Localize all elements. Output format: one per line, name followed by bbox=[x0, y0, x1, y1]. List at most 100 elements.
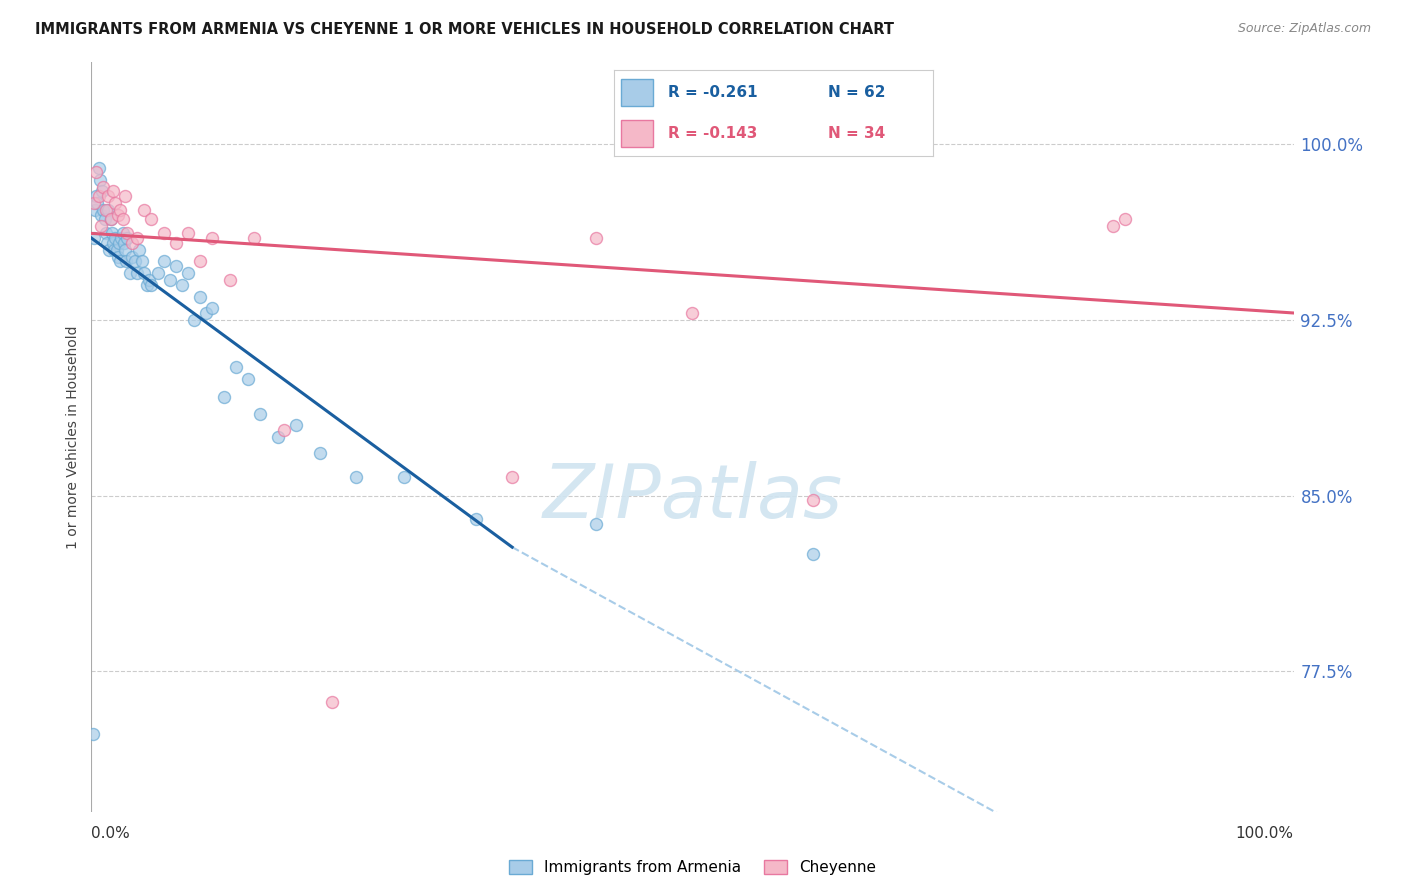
Point bbox=[107, 208, 129, 222]
Point bbox=[94, 202, 117, 217]
Point bbox=[94, 227, 117, 241]
Point bbox=[93, 179, 115, 194]
Point bbox=[138, 273, 160, 287]
Point bbox=[134, 202, 156, 217]
Point bbox=[101, 184, 124, 198]
Point bbox=[681, 306, 703, 320]
Text: ZIPatlas: ZIPatlas bbox=[543, 461, 842, 533]
Point bbox=[194, 306, 217, 320]
Point bbox=[87, 189, 110, 203]
Text: IMMIGRANTS FROM ARMENIA VS CHEYENNE 1 OR MORE VEHICLES IN HOUSEHOLD CORRELATION : IMMIGRANTS FROM ARMENIA VS CHEYENNE 1 OR… bbox=[35, 22, 894, 37]
Point bbox=[105, 243, 128, 257]
Point bbox=[82, 727, 104, 741]
Point bbox=[392, 470, 415, 484]
Point bbox=[93, 212, 115, 227]
Point bbox=[83, 231, 105, 245]
Point bbox=[83, 195, 105, 210]
Point bbox=[125, 231, 148, 245]
Point bbox=[165, 235, 187, 250]
Point bbox=[103, 243, 125, 257]
Point bbox=[501, 470, 523, 484]
Point bbox=[115, 254, 138, 268]
Point bbox=[100, 212, 122, 227]
Legend: Immigrants from Armenia, Cheyenne: Immigrants from Armenia, Cheyenne bbox=[509, 860, 876, 875]
Point bbox=[90, 208, 112, 222]
Point bbox=[131, 254, 153, 268]
Point bbox=[1102, 219, 1125, 234]
Point bbox=[308, 446, 330, 460]
Point bbox=[93, 202, 115, 217]
Point bbox=[135, 277, 157, 292]
Point bbox=[98, 243, 121, 257]
Point bbox=[249, 407, 271, 421]
Point bbox=[585, 516, 607, 531]
Point bbox=[110, 202, 132, 217]
Point bbox=[84, 165, 107, 179]
Point bbox=[110, 231, 132, 245]
Point bbox=[101, 227, 124, 241]
Y-axis label: 1 or more Vehicles in Household: 1 or more Vehicles in Household bbox=[66, 326, 80, 549]
Point bbox=[188, 289, 211, 303]
Point bbox=[176, 266, 198, 280]
Point bbox=[84, 189, 107, 203]
Point bbox=[112, 235, 135, 250]
Point bbox=[90, 219, 112, 234]
Point bbox=[801, 493, 824, 508]
Point bbox=[124, 254, 146, 268]
Point bbox=[91, 184, 114, 198]
Text: 0.0%: 0.0% bbox=[91, 826, 131, 841]
Point bbox=[284, 418, 307, 433]
Point bbox=[110, 254, 132, 268]
Point bbox=[117, 231, 139, 245]
Point bbox=[117, 227, 139, 241]
Point bbox=[97, 189, 120, 203]
Point bbox=[111, 212, 134, 227]
Point bbox=[188, 254, 211, 268]
Point bbox=[201, 301, 224, 316]
Point bbox=[159, 273, 181, 287]
Point bbox=[165, 259, 187, 273]
Point bbox=[87, 161, 110, 175]
Point bbox=[183, 313, 205, 327]
Point bbox=[104, 231, 127, 245]
Point bbox=[84, 202, 107, 217]
Point bbox=[585, 231, 607, 245]
Point bbox=[141, 212, 163, 227]
Point bbox=[107, 250, 129, 264]
Point bbox=[101, 235, 124, 250]
Point bbox=[86, 195, 108, 210]
Text: Source: ZipAtlas.com: Source: ZipAtlas.com bbox=[1237, 22, 1371, 36]
Point bbox=[176, 227, 198, 241]
Point bbox=[118, 266, 141, 280]
Point bbox=[236, 371, 259, 385]
Point bbox=[465, 512, 488, 526]
Point bbox=[121, 235, 143, 250]
Point bbox=[121, 250, 143, 264]
Point bbox=[801, 547, 824, 561]
Point bbox=[201, 231, 224, 245]
Point bbox=[104, 195, 127, 210]
Point bbox=[128, 243, 150, 257]
Point bbox=[111, 227, 134, 241]
Point bbox=[141, 277, 163, 292]
Point bbox=[152, 254, 174, 268]
Point bbox=[89, 172, 111, 186]
Point bbox=[321, 695, 343, 709]
Text: 100.0%: 100.0% bbox=[1236, 826, 1294, 841]
Point bbox=[1114, 212, 1136, 227]
Point bbox=[267, 430, 290, 444]
Point bbox=[273, 423, 295, 437]
Point bbox=[108, 235, 131, 250]
Point bbox=[100, 212, 122, 227]
Point bbox=[97, 202, 120, 217]
Point bbox=[212, 390, 235, 404]
Point bbox=[152, 227, 174, 241]
Point bbox=[225, 359, 247, 374]
Point bbox=[146, 266, 169, 280]
Point bbox=[134, 266, 156, 280]
Point bbox=[125, 266, 148, 280]
Point bbox=[96, 235, 118, 250]
Point bbox=[218, 273, 240, 287]
Point bbox=[344, 470, 367, 484]
Point bbox=[114, 189, 136, 203]
